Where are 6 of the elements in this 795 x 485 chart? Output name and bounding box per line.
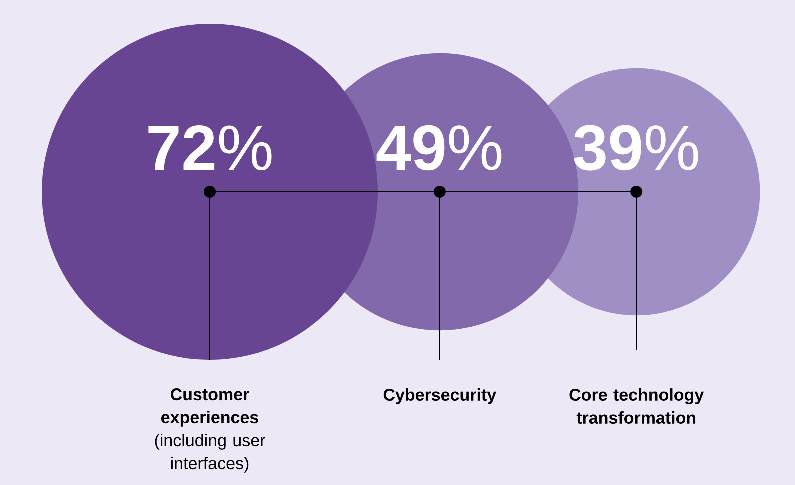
data-label: 49% xyxy=(376,125,502,171)
category-label: Cybersecurity xyxy=(384,388,496,404)
data-label: 39% xyxy=(574,125,698,171)
category-label: Core technology transformation xyxy=(570,388,704,424)
category-label: Customer experiences (including user interfaces) xyxy=(155,388,266,473)
data-label: 72% xyxy=(148,125,272,171)
